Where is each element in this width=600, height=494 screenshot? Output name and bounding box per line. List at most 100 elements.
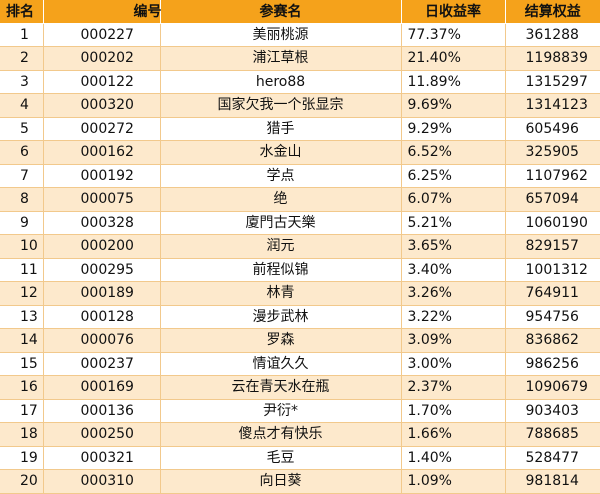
table-row: 16 000169 云在青天水在瓶 2.37% 1090679	[0, 375, 600, 400]
cell-rank: 15	[0, 352, 44, 376]
cell-daily-return: 77.37%	[401, 23, 506, 47]
table-row: 14 000076 罗森 3.09% 836862	[0, 328, 600, 353]
cell-daily-return: 3.00%	[401, 352, 506, 376]
cell-daily-return: 3.09%	[401, 328, 506, 353]
table-row: 10 000200 润元 3.65% 829157	[0, 234, 600, 259]
cell-daily-return: 2.37%	[401, 375, 506, 400]
cell-settlement-equity: 1315297	[505, 70, 600, 94]
cell-daily-return: 3.65%	[401, 234, 506, 259]
cell-contestant-name: 前程似锦	[160, 258, 402, 282]
cell-contestant-name: 润元	[160, 234, 402, 259]
table-row: 11 000295 前程似锦 3.40% 1001312	[0, 258, 600, 282]
cell-contestant-name: 向日葵	[160, 469, 402, 494]
cell-rank: 11	[0, 258, 44, 282]
cell-daily-return: 1.70%	[401, 399, 506, 423]
cell-settlement-equity: 836862	[505, 328, 600, 353]
cell-contestant-name: 云在青天水在瓶	[160, 375, 402, 400]
cell-rank: 17	[0, 399, 44, 423]
cell-daily-return: 9.69%	[401, 93, 506, 118]
cell-rank: 1	[0, 23, 44, 47]
cell-settlement-equity: 903403	[505, 399, 600, 423]
cell-id: 000237	[43, 352, 161, 376]
cell-contestant-name: 漫步武林	[160, 305, 402, 329]
cell-daily-return: 21.40%	[401, 46, 506, 71]
cell-rank: 14	[0, 328, 44, 353]
cell-rank: 7	[0, 164, 44, 188]
header-settlement-equity: 结算权益	[505, 0, 600, 24]
cell-contestant-name: hero88	[160, 70, 402, 94]
cell-settlement-equity: 605496	[505, 117, 600, 141]
cell-id: 000202	[43, 46, 161, 71]
cell-daily-return: 3.22%	[401, 305, 506, 329]
cell-id: 000227	[43, 23, 161, 47]
cell-daily-return: 1.40%	[401, 446, 506, 470]
cell-settlement-equity: 829157	[505, 234, 600, 259]
cell-id: 000076	[43, 328, 161, 353]
cell-contestant-name: 国家欠我一个张显宗	[160, 93, 402, 118]
cell-id: 000200	[43, 234, 161, 259]
table-row: 2 000202 浦江草根 21.40% 1198839	[0, 46, 600, 71]
cell-daily-return: 3.40%	[401, 258, 506, 282]
cell-id: 000136	[43, 399, 161, 423]
cell-settlement-equity: 954756	[505, 305, 600, 329]
cell-contestant-name: 林青	[160, 281, 402, 306]
cell-daily-return: 3.26%	[401, 281, 506, 306]
cell-settlement-equity: 981814	[505, 469, 600, 494]
cell-settlement-equity: 1107962	[505, 164, 600, 188]
table-row: 18 000250 傻点才有快乐 1.66% 788685	[0, 422, 600, 447]
cell-rank: 12	[0, 281, 44, 306]
header-row: 排名 编号 参赛名 日收益率 结算权益	[0, 0, 600, 24]
cell-daily-return: 11.89%	[401, 70, 506, 94]
cell-id: 000169	[43, 375, 161, 400]
cell-settlement-equity: 1314123	[505, 93, 600, 118]
cell-contestant-name: 浦江草根	[160, 46, 402, 71]
cell-contestant-name: 美丽桃源	[160, 23, 402, 47]
header-name: 参赛名	[160, 0, 402, 24]
header-daily-return: 日收益率	[401, 0, 506, 24]
cell-contestant-name: 绝	[160, 187, 402, 212]
cell-id: 000310	[43, 469, 161, 494]
cell-rank: 19	[0, 446, 44, 470]
table-row: 1 000227 美丽桃源 77.37% 361288	[0, 23, 600, 47]
cell-settlement-equity: 528477	[505, 446, 600, 470]
cell-id: 000192	[43, 164, 161, 188]
cell-daily-return: 9.29%	[401, 117, 506, 141]
table-row: 15 000237 情谊久久 3.00% 986256	[0, 352, 600, 376]
cell-id: 000272	[43, 117, 161, 141]
cell-id: 000075	[43, 187, 161, 212]
cell-rank: 8	[0, 187, 44, 212]
cell-id: 000122	[43, 70, 161, 94]
cell-rank: 2	[0, 46, 44, 71]
cell-daily-return: 1.66%	[401, 422, 506, 447]
cell-daily-return: 6.25%	[401, 164, 506, 188]
cell-rank: 4	[0, 93, 44, 118]
cell-contestant-name: 猎手	[160, 117, 402, 141]
cell-rank: 20	[0, 469, 44, 494]
cell-rank: 9	[0, 211, 44, 235]
cell-settlement-equity: 788685	[505, 422, 600, 447]
table-row: 17 000136 尹衍* 1.70% 903403	[0, 399, 600, 423]
cell-rank: 10	[0, 234, 44, 259]
cell-settlement-equity: 986256	[505, 352, 600, 376]
table-row: 7 000192 学点 6.25% 1107962	[0, 164, 600, 188]
cell-contestant-name: 学点	[160, 164, 402, 188]
cell-rank: 13	[0, 305, 44, 329]
cell-contestant-name: 傻点才有快乐	[160, 422, 402, 447]
table-row: 8 000075 绝 6.07% 657094	[0, 187, 600, 212]
cell-id: 000189	[43, 281, 161, 306]
cell-contestant-name: 廈門古天樂	[160, 211, 402, 235]
header-id: 编号	[43, 0, 162, 24]
cell-settlement-equity: 325905	[505, 140, 600, 165]
cell-contestant-name: 情谊久久	[160, 352, 402, 376]
cell-settlement-equity: 764911	[505, 281, 600, 306]
cell-contestant-name: 毛豆	[160, 446, 402, 470]
cell-daily-return: 6.52%	[401, 140, 506, 165]
table-row: 13 000128 漫步武林 3.22% 954756	[0, 305, 600, 329]
cell-daily-return: 1.09%	[401, 469, 506, 494]
cell-daily-return: 6.07%	[401, 187, 506, 212]
cell-id: 000162	[43, 140, 161, 165]
cell-id: 000250	[43, 422, 161, 447]
cell-contestant-name: 罗森	[160, 328, 402, 353]
table-row: 9 000328 廈門古天樂 5.21% 1060190	[0, 211, 600, 235]
